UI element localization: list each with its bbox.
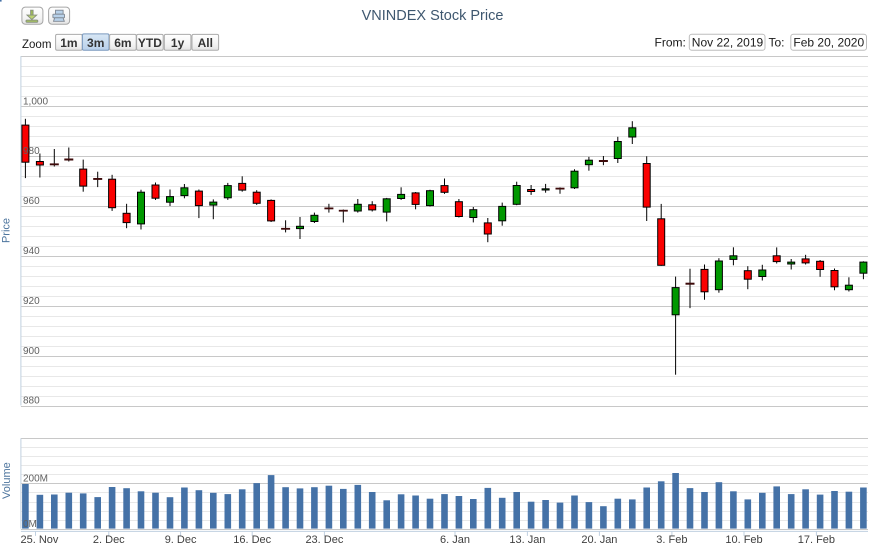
svg-text:20. Jan: 20. Jan [581,534,617,545]
svg-text:6. Jan: 6. Jan [440,534,470,545]
svg-text:200M: 200M [23,474,48,485]
svg-text:Volume: Volume [1,462,13,499]
svg-text:10. Feb: 10. Feb [725,534,762,545]
svg-text:16. Dec: 16. Dec [233,534,271,545]
svg-text:All: All [198,36,213,50]
svg-text:YTD: YTD [138,36,162,50]
svg-text:1m: 1m [60,36,77,50]
svg-text:980: 980 [23,146,40,157]
svg-text:1y: 1y [171,36,185,50]
svg-text:VNINDEX Stock Price: VNINDEX Stock Price [362,8,504,24]
svg-text:9. Dec: 9. Dec [165,534,197,545]
svg-text:920: 920 [23,296,40,307]
svg-text:To:: To: [769,36,785,50]
svg-text:1,000: 1,000 [23,96,48,107]
svg-text:2. Dec: 2. Dec [93,534,125,545]
svg-text:Nov 22, 2019: Nov 22, 2019 [692,36,764,50]
svg-text:13. Jan: 13. Jan [509,534,545,545]
svg-text:0M: 0M [23,519,37,530]
svg-text:940: 940 [23,246,40,257]
svg-text:6m: 6m [114,36,131,50]
svg-text:Price: Price [1,218,13,243]
svg-text:900: 900 [23,346,40,357]
svg-text:23. Dec: 23. Dec [305,534,343,545]
svg-text:17. Feb: 17. Feb [798,534,835,545]
svg-text:Feb 20, 2020: Feb 20, 2020 [793,36,864,50]
svg-text:960: 960 [23,196,40,207]
svg-text:880: 880 [23,396,40,407]
svg-text:25. Nov: 25. Nov [21,534,59,545]
svg-text:Zoom: Zoom [22,39,51,51]
svg-text:3. Feb: 3. Feb [656,534,687,545]
svg-text:3m: 3m [87,36,104,50]
svg-text:From:: From: [655,36,686,50]
